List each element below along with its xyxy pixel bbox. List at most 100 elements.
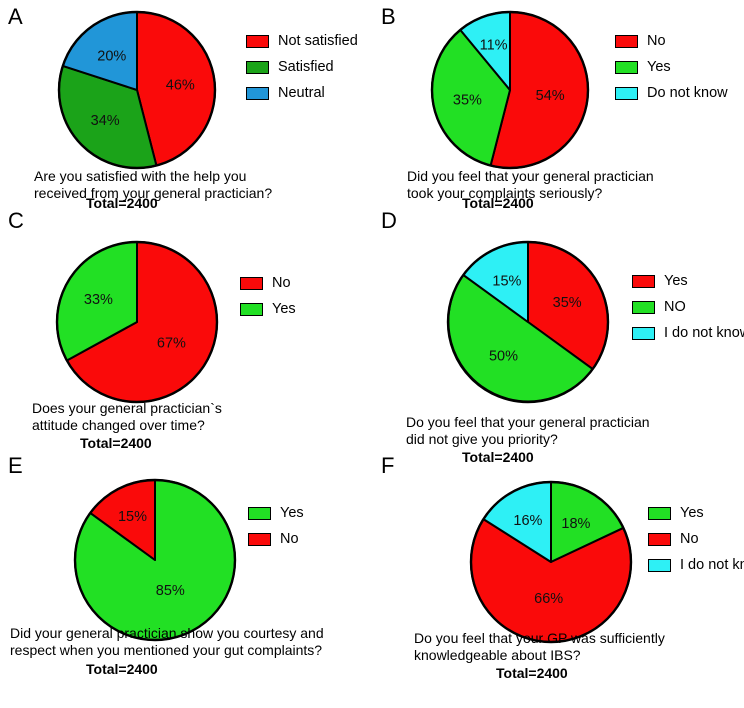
legend-item[interactable]: Yes bbox=[240, 296, 296, 322]
caption-line: respect when you mentioned your gut comp… bbox=[10, 642, 323, 658]
slice-value-label: 66% bbox=[534, 591, 563, 607]
legend-label: Not satisfied bbox=[278, 32, 358, 49]
legend-swatch-icon bbox=[632, 326, 655, 340]
slice-value-label: 35% bbox=[553, 295, 582, 311]
legend-f: Yes No I do not know bbox=[648, 500, 744, 578]
legend-b: No Yes Do not know bbox=[615, 28, 728, 106]
legend-item[interactable]: NO bbox=[632, 294, 744, 320]
legend-swatch-icon bbox=[246, 86, 269, 100]
legend-label: Neutral bbox=[278, 84, 325, 101]
legend-item[interactable]: Yes bbox=[632, 268, 744, 294]
legend-item[interactable]: Yes bbox=[648, 500, 744, 526]
legend-swatch-icon bbox=[240, 302, 263, 316]
legend-item[interactable]: Do not know bbox=[615, 80, 728, 106]
legend-swatch-icon bbox=[648, 558, 671, 572]
legend-item[interactable]: Neutral bbox=[246, 80, 358, 106]
legend-item[interactable]: I do not know bbox=[632, 320, 744, 346]
panel-letter-e: E bbox=[8, 453, 23, 478]
legend-item[interactable]: Yes bbox=[248, 500, 304, 526]
legend-label: Do not know bbox=[647, 84, 728, 101]
legend-swatch-icon bbox=[648, 506, 671, 520]
panel-caption-a: Are you satisfied with the help you recei… bbox=[34, 168, 272, 202]
legend-a: Not satisfied Satisfied Neutral bbox=[246, 28, 358, 106]
pie-chart-b: 54% 35% 11% bbox=[428, 8, 592, 172]
legend-label: Yes bbox=[647, 58, 671, 75]
caption-line: took your complaints seriously? bbox=[407, 185, 603, 201]
caption-line: received from your general practician? bbox=[34, 185, 273, 201]
panel-letter-f: F bbox=[381, 453, 395, 478]
legend-swatch-icon bbox=[615, 34, 638, 48]
legend-swatch-icon bbox=[632, 300, 655, 314]
legend-c: No Yes bbox=[240, 270, 296, 322]
legend-swatch-icon bbox=[632, 274, 655, 288]
legend-item[interactable]: Satisfied bbox=[246, 54, 358, 80]
slice-value-label: 54% bbox=[536, 88, 565, 104]
pie-outline bbox=[57, 10, 217, 170]
legend-label: I do not know bbox=[664, 324, 744, 341]
legend-e: Yes No bbox=[248, 500, 304, 552]
legend-label: No bbox=[647, 32, 666, 49]
panel-total-a: Total=2400 bbox=[86, 195, 158, 211]
pie-outline bbox=[430, 10, 590, 170]
slice-value-label: 67% bbox=[157, 335, 186, 351]
legend-swatch-icon bbox=[648, 532, 671, 546]
panel-letter-a: A bbox=[8, 4, 23, 29]
legend-swatch-icon bbox=[615, 86, 638, 100]
slice-value-label: 34% bbox=[91, 113, 120, 129]
legend-item[interactable]: No bbox=[648, 526, 744, 552]
legend-label: Satisfied bbox=[278, 58, 334, 75]
slice-value-label: 33% bbox=[84, 292, 113, 308]
legend-swatch-icon bbox=[246, 60, 269, 74]
legend-swatch-icon bbox=[615, 60, 638, 74]
legend-swatch-icon bbox=[246, 34, 269, 48]
slice-value-label: 11% bbox=[480, 38, 508, 54]
pie-outline bbox=[73, 478, 237, 642]
panel-letter-c: C bbox=[8, 208, 24, 233]
slice-value-label: 35% bbox=[453, 93, 482, 109]
panel-total-f: Total=2400 bbox=[496, 665, 568, 681]
legend-label: Yes bbox=[280, 504, 304, 521]
caption-line: did not give you priority? bbox=[406, 431, 558, 447]
legend-swatch-icon bbox=[248, 506, 271, 520]
legend-label: Yes bbox=[272, 300, 296, 317]
caption-line: Do you feel that your general practician bbox=[406, 414, 650, 430]
legend-label: No bbox=[680, 530, 699, 547]
slice-value-label: 50% bbox=[489, 349, 518, 365]
legend-item[interactable]: No bbox=[248, 526, 304, 552]
pie-chart-c: 67% 33% bbox=[53, 238, 221, 406]
legend-label: NO bbox=[664, 298, 686, 315]
pie-chart-d: 35% 50% 15% bbox=[444, 238, 612, 406]
legend-swatch-icon bbox=[240, 276, 263, 290]
slice-value-label: 16% bbox=[513, 513, 542, 529]
legend-item[interactable]: Yes bbox=[615, 54, 728, 80]
legend-label: Yes bbox=[664, 272, 688, 289]
slice-value-label: 15% bbox=[118, 509, 147, 525]
panel-letter-d: D bbox=[381, 208, 397, 233]
legend-item[interactable]: I do not know bbox=[648, 552, 744, 578]
legend-item[interactable]: No bbox=[240, 270, 296, 296]
panel-total-b: Total=2400 bbox=[462, 195, 534, 211]
slice-value-label: 85% bbox=[156, 583, 185, 599]
pie-outline bbox=[446, 240, 610, 404]
pie-chart-a: 46% 34% 20% bbox=[55, 8, 219, 172]
pie-chart-f: 18% 66% 16% bbox=[467, 478, 635, 646]
legend-item[interactable]: Not satisfied bbox=[246, 28, 358, 54]
slice-value-label: 18% bbox=[561, 516, 590, 532]
panel-caption-b: Did you feel that your general practicia… bbox=[407, 168, 654, 202]
pie-chart-e: 85% 15% bbox=[71, 476, 239, 644]
pie-outline bbox=[469, 480, 633, 644]
legend-label: I do not know bbox=[680, 556, 744, 573]
panel-total-d: Total=2400 bbox=[462, 449, 534, 465]
slice-value-label: 15% bbox=[492, 274, 521, 290]
legend-item[interactable]: No bbox=[615, 28, 728, 54]
caption-line: attitude changed over time? bbox=[32, 417, 205, 433]
legend-swatch-icon bbox=[248, 532, 271, 546]
panel-total-c: Total=2400 bbox=[80, 435, 152, 451]
slice-value-label: 46% bbox=[166, 78, 195, 94]
panel-total-e: Total=2400 bbox=[86, 661, 158, 677]
caption-line: knowledgeable about IBS? bbox=[414, 647, 581, 663]
legend-d: Yes NO I do not know bbox=[632, 268, 744, 346]
slice-value-label: 20% bbox=[97, 48, 126, 64]
panel-letter-b: B bbox=[381, 4, 396, 29]
